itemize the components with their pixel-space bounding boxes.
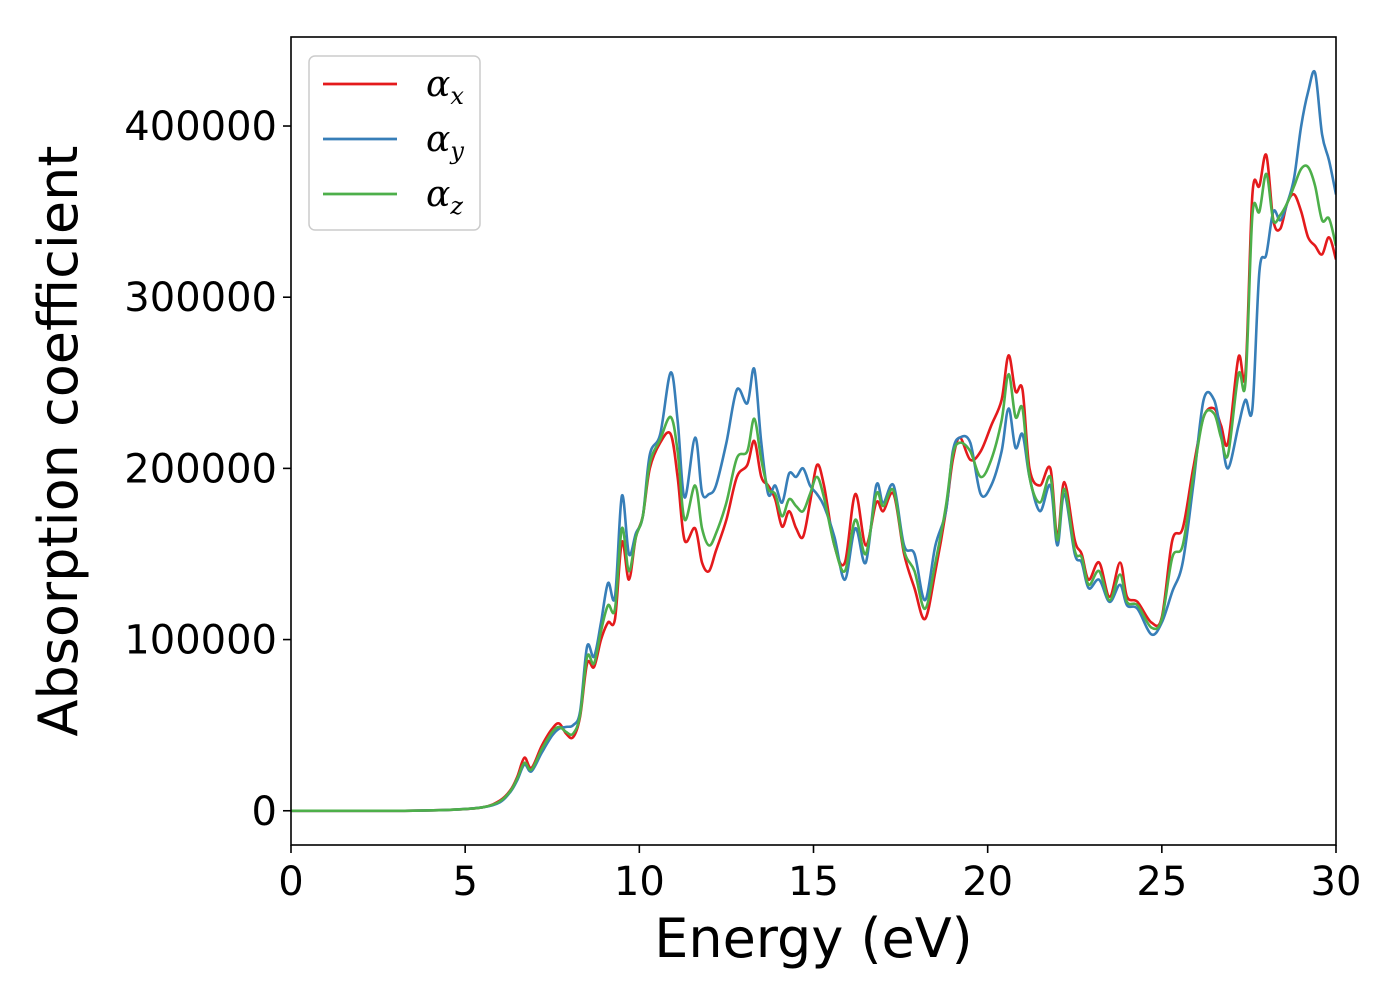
y-tick-label: 100000 bbox=[124, 618, 277, 664]
x-tick-label: 0 bbox=[278, 859, 303, 905]
y-tick-label: 200000 bbox=[124, 446, 277, 492]
series-layer bbox=[291, 70, 1336, 813]
x-tick-label: 15 bbox=[788, 859, 839, 905]
x-tick-label: 5 bbox=[452, 859, 477, 905]
y-axis-title: Absorption coefficient bbox=[27, 146, 90, 737]
legend-box bbox=[308, 55, 481, 231]
series-line-y bbox=[291, 70, 1336, 813]
x-tick-label: 30 bbox=[1311, 859, 1362, 905]
x-axis: 0 5 10 15 20 25 30 bbox=[278, 845, 1361, 905]
x-tick-label: 10 bbox=[614, 859, 665, 905]
x-tick-label: 20 bbox=[962, 859, 1013, 905]
x-tick-label: 25 bbox=[1136, 859, 1187, 905]
y-tick-label: 300000 bbox=[124, 275, 277, 321]
y-tick-label: 400000 bbox=[124, 104, 277, 150]
series-line-z bbox=[291, 164, 1336, 813]
y-tick-label: 0 bbox=[252, 789, 277, 835]
y-axis: 0 100000 200000 300000 400000 bbox=[124, 104, 291, 835]
legend-label-x: αx bbox=[426, 64, 464, 110]
x-axis-title: Energy (eV) bbox=[654, 907, 973, 970]
legend-label-y: αy bbox=[426, 119, 464, 165]
